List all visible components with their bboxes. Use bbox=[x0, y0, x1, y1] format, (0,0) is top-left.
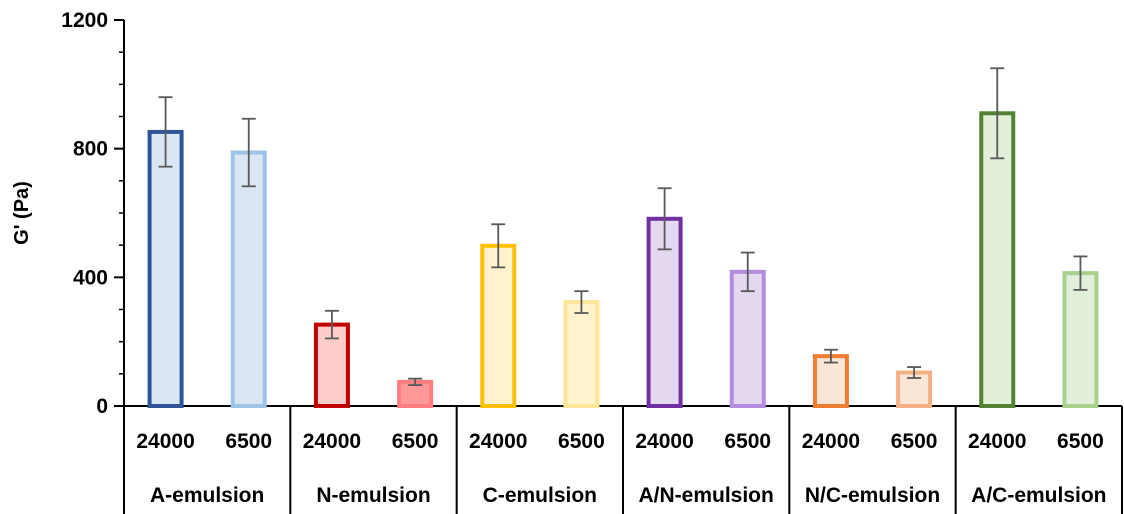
x-group-label: N-emulsion bbox=[316, 484, 430, 507]
x-subcategory-label: 24000 bbox=[136, 430, 194, 453]
x-subcategory-label: 6500 bbox=[724, 430, 771, 453]
x-subcategory-label: 24000 bbox=[469, 430, 527, 453]
bar bbox=[1062, 271, 1099, 408]
x-group-label: A-emulsion bbox=[150, 484, 264, 507]
y-tick-label: 0 bbox=[96, 395, 108, 418]
x-group-label: C-emulsion bbox=[483, 484, 597, 507]
x-subcategory-label: 6500 bbox=[558, 430, 605, 453]
bar bbox=[147, 129, 184, 408]
y-tick-label: 800 bbox=[73, 138, 108, 161]
bar bbox=[230, 150, 267, 408]
x-subcategory-label: 6500 bbox=[891, 430, 938, 453]
bar bbox=[563, 300, 600, 408]
x-subcategory-label: 6500 bbox=[392, 430, 439, 453]
x-group-label: N/C-emulsion bbox=[805, 484, 940, 507]
x-subcategory-label: 6500 bbox=[1057, 430, 1104, 453]
x-subcategory-label: 24000 bbox=[303, 430, 361, 453]
bar bbox=[979, 111, 1016, 409]
y-axis-title: G' (Pa) bbox=[11, 181, 33, 245]
x-subcategory-label: 24000 bbox=[968, 430, 1026, 453]
bar bbox=[480, 243, 517, 408]
x-group-label: A/C-emulsion bbox=[971, 484, 1106, 507]
x-subcategory-label: 24000 bbox=[802, 430, 860, 453]
x-subcategory-label: 24000 bbox=[635, 430, 693, 453]
x-group-label: A/N-emulsion bbox=[638, 484, 773, 507]
bar bbox=[812, 354, 849, 408]
y-tick-label: 1200 bbox=[61, 9, 108, 32]
x-subcategory-label: 6500 bbox=[225, 430, 272, 453]
y-tick-label: 400 bbox=[73, 266, 108, 289]
